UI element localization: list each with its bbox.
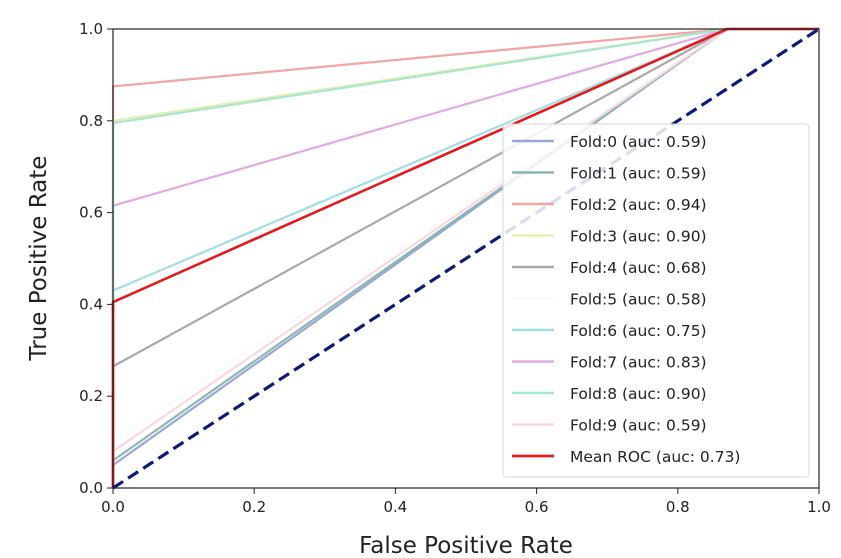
legend-label: Fold:6 (auc: 0.75) xyxy=(570,322,707,340)
x-tick-label: 0.0 xyxy=(101,498,125,516)
legend-label: Fold:8 (auc: 0.90) xyxy=(570,385,707,403)
legend-label: Fold:7 (auc: 0.83) xyxy=(570,354,707,372)
y-tick-label: 0.8 xyxy=(79,112,103,130)
x-axis-ticks: 0.0 0.2 0.4 0.6 0.8 1.0 xyxy=(101,488,831,516)
y-tick-label: 0.6 xyxy=(79,204,103,222)
y-tick-label: 0.2 xyxy=(79,387,103,405)
y-axis-ticks: 0.0 0.2 0.4 0.6 0.8 1.0 xyxy=(79,20,113,497)
legend-label: Fold:3 (auc: 0.90) xyxy=(570,228,707,246)
legend-label: Fold:4 (auc: 0.68) xyxy=(570,259,707,277)
legend-label: Fold:0 (auc: 0.59) xyxy=(570,133,707,151)
chance-diagonal-line xyxy=(112,27,820,490)
plot-frame xyxy=(112,28,820,489)
legend: Fold:0 (auc: 0.59) Fold:1 (auc: 0.59) Fold… xyxy=(502,123,810,478)
y-tick-label: 0.4 xyxy=(79,295,103,313)
x-tick-label: 0.2 xyxy=(242,498,266,516)
y-tick-label: 0.0 xyxy=(79,479,103,497)
x-tick-label: 0.4 xyxy=(383,498,407,516)
y-axis-label: True Positive Rate xyxy=(26,156,52,362)
x-axis-label: False Positive Rate xyxy=(359,533,573,558)
x-tick-label: 0.8 xyxy=(666,498,690,516)
legend-label: Fold:1 (auc: 0.59) xyxy=(570,165,707,183)
x-tick-label: 1.0 xyxy=(807,498,831,516)
legend-label: Fold:9 (auc: 0.59) xyxy=(570,417,707,435)
legend-box xyxy=(502,123,810,478)
x-tick-label: 0.6 xyxy=(525,498,549,516)
legend-label: Fold:5 (auc: 0.58) xyxy=(570,291,707,309)
legend-label: Mean ROC (auc: 0.73) xyxy=(570,448,740,466)
legend-label: Fold:2 (auc: 0.94) xyxy=(570,196,707,214)
y-tick-label: 1.0 xyxy=(79,20,103,38)
